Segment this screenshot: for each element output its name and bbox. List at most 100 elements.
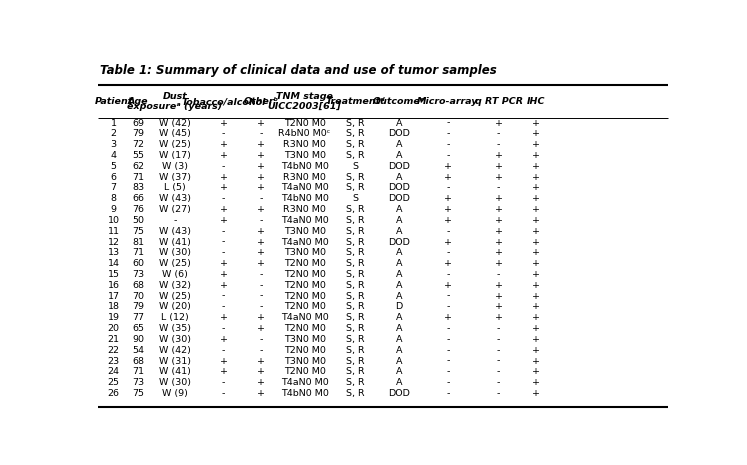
Text: -: - bbox=[446, 357, 450, 365]
Text: +: + bbox=[533, 357, 540, 365]
Text: 9: 9 bbox=[111, 205, 117, 214]
Text: -: - bbox=[446, 324, 450, 333]
Text: +: + bbox=[495, 281, 503, 290]
Text: W (37): W (37) bbox=[159, 173, 191, 182]
Text: +: + bbox=[533, 335, 540, 344]
Text: 83: 83 bbox=[132, 184, 144, 193]
Text: W (30): W (30) bbox=[159, 248, 191, 257]
Text: 50: 50 bbox=[132, 216, 144, 225]
Text: A: A bbox=[395, 205, 402, 214]
Text: 4: 4 bbox=[111, 151, 117, 160]
Text: W (30): W (30) bbox=[159, 378, 191, 387]
Text: +: + bbox=[444, 194, 452, 203]
Text: S, R: S, R bbox=[346, 345, 365, 355]
Text: 17: 17 bbox=[108, 292, 120, 301]
Text: W (3): W (3) bbox=[162, 162, 188, 171]
Text: -: - bbox=[497, 335, 500, 344]
Text: Outcomeᵉ: Outcomeᵉ bbox=[373, 97, 425, 106]
Text: 65: 65 bbox=[132, 324, 144, 333]
Text: DOD: DOD bbox=[388, 184, 409, 193]
Text: D: D bbox=[395, 302, 403, 312]
Text: A: A bbox=[395, 270, 402, 279]
Text: -: - bbox=[259, 292, 263, 301]
Text: -: - bbox=[222, 227, 226, 236]
Text: W (41): W (41) bbox=[159, 238, 191, 246]
Text: 22: 22 bbox=[108, 345, 120, 355]
Text: T2N0 M0: T2N0 M0 bbox=[284, 324, 326, 333]
Text: S, R: S, R bbox=[346, 302, 365, 312]
Text: 21: 21 bbox=[108, 335, 120, 344]
Text: 73: 73 bbox=[132, 270, 144, 279]
Text: +: + bbox=[257, 238, 265, 246]
Text: +: + bbox=[495, 151, 503, 160]
Text: +: + bbox=[444, 238, 452, 246]
Text: 79: 79 bbox=[132, 302, 144, 312]
Text: +: + bbox=[533, 129, 540, 139]
Text: -: - bbox=[497, 345, 500, 355]
Text: 6: 6 bbox=[111, 173, 117, 182]
Text: W (20): W (20) bbox=[159, 302, 191, 312]
Text: +: + bbox=[220, 259, 228, 268]
Text: +: + bbox=[495, 162, 503, 171]
Text: +: + bbox=[533, 313, 540, 322]
Text: -: - bbox=[446, 367, 450, 376]
Text: S, R: S, R bbox=[346, 205, 365, 214]
Text: 15: 15 bbox=[108, 270, 120, 279]
Text: Table 1: Summary of clinical data and use of tumor samples: Table 1: Summary of clinical data and us… bbox=[100, 64, 497, 77]
Text: +: + bbox=[220, 184, 228, 193]
Text: 20: 20 bbox=[108, 324, 120, 333]
Text: +: + bbox=[220, 357, 228, 365]
Text: A: A bbox=[395, 151, 402, 160]
Text: +: + bbox=[533, 119, 540, 127]
Text: S, R: S, R bbox=[346, 270, 365, 279]
Text: DOD: DOD bbox=[388, 389, 409, 398]
Text: T3N0 M0: T3N0 M0 bbox=[284, 357, 326, 365]
Text: W (45): W (45) bbox=[159, 129, 191, 139]
Text: Patient: Patient bbox=[95, 97, 133, 106]
Text: T4aN0 M0: T4aN0 M0 bbox=[281, 238, 329, 246]
Text: +: + bbox=[495, 313, 503, 322]
Text: W (42): W (42) bbox=[159, 119, 191, 127]
Text: L (5): L (5) bbox=[164, 184, 186, 193]
Text: +: + bbox=[495, 227, 503, 236]
Text: -: - bbox=[222, 378, 226, 387]
Text: -: - bbox=[446, 389, 450, 398]
Text: +: + bbox=[257, 184, 265, 193]
Text: +: + bbox=[257, 248, 265, 257]
Text: W (25): W (25) bbox=[159, 292, 191, 301]
Text: R3N0 M0: R3N0 M0 bbox=[283, 173, 326, 182]
Text: -: - bbox=[222, 345, 226, 355]
Text: S, R: S, R bbox=[346, 378, 365, 387]
Text: -: - bbox=[497, 184, 500, 193]
Text: -: - bbox=[497, 389, 500, 398]
Text: -: - bbox=[446, 184, 450, 193]
Text: -: - bbox=[497, 140, 500, 149]
Text: 75: 75 bbox=[132, 389, 144, 398]
Text: -: - bbox=[446, 335, 450, 344]
Text: S, R: S, R bbox=[346, 357, 365, 365]
Text: 5: 5 bbox=[111, 162, 117, 171]
Text: Micro-array: Micro-array bbox=[418, 97, 479, 106]
Text: -: - bbox=[497, 270, 500, 279]
Text: A: A bbox=[395, 259, 402, 268]
Text: +: + bbox=[533, 162, 540, 171]
Text: A: A bbox=[395, 367, 402, 376]
Text: +: + bbox=[257, 324, 265, 333]
Text: S: S bbox=[353, 162, 359, 171]
Text: S, R: S, R bbox=[346, 151, 365, 160]
Text: S, R: S, R bbox=[346, 259, 365, 268]
Text: +: + bbox=[533, 151, 540, 160]
Text: S, R: S, R bbox=[346, 281, 365, 290]
Text: A: A bbox=[395, 119, 402, 127]
Text: 26: 26 bbox=[108, 389, 120, 398]
Text: S, R: S, R bbox=[346, 129, 365, 139]
Text: 71: 71 bbox=[132, 173, 144, 182]
Text: -: - bbox=[497, 129, 500, 139]
Text: -: - bbox=[446, 302, 450, 312]
Text: T4bN0 M0: T4bN0 M0 bbox=[281, 162, 329, 171]
Text: -: - bbox=[446, 140, 450, 149]
Text: -: - bbox=[222, 248, 226, 257]
Text: +: + bbox=[533, 367, 540, 376]
Text: 60: 60 bbox=[132, 259, 144, 268]
Text: +: + bbox=[495, 119, 503, 127]
